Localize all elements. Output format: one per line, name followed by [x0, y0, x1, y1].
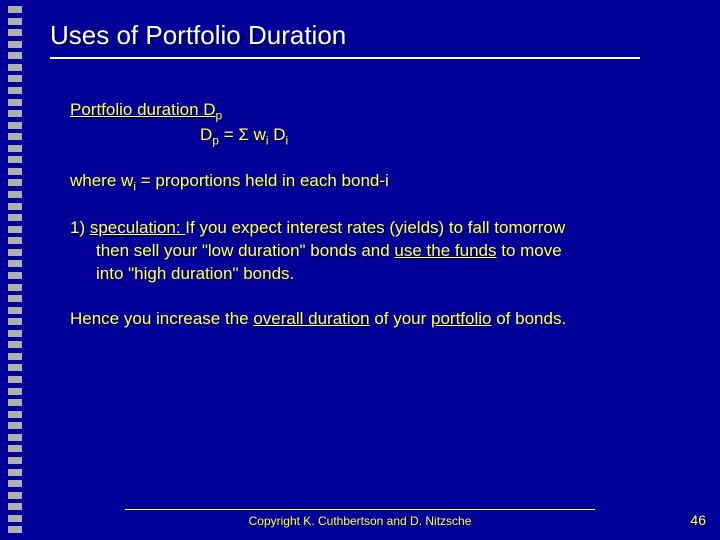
speculation-point: 1) speculation: If you expect interest r… [70, 217, 680, 240]
tick-mark [8, 341, 22, 348]
tick-mark [8, 388, 22, 395]
tick-mark [8, 284, 22, 291]
tick-mark [8, 376, 22, 383]
speculation-line3: into "high duration" bonds. [70, 263, 680, 286]
formula: Dp = Σ wi Di [70, 124, 680, 149]
tick-mark [8, 145, 22, 152]
tick-mark [8, 457, 22, 464]
tick-mark [8, 156, 22, 163]
tick-mark [8, 469, 22, 476]
tick-mark [8, 492, 22, 499]
slide-body: Uses of Portfolio Duration Portfolio dur… [50, 0, 710, 540]
tick-mark [8, 330, 22, 337]
tick-mark [8, 52, 22, 59]
tick-mark [8, 64, 22, 71]
slide-title: Uses of Portfolio Duration [50, 0, 640, 59]
tick-mark [8, 203, 22, 210]
tick-mark [8, 445, 22, 452]
tick-mark [8, 318, 22, 325]
hence-line: Hence you increase the overall duration … [70, 308, 680, 331]
tick-mark [8, 99, 22, 106]
tick-mark [8, 353, 22, 360]
tick-mark [8, 168, 22, 175]
tick-mark [8, 110, 22, 117]
tick-mark [8, 191, 22, 198]
tick-mark [8, 133, 22, 140]
slide-content: Portfolio duration Dp Dp = Σ wi Di where… [50, 59, 710, 330]
tick-mark [8, 295, 22, 302]
tick-mark [8, 307, 22, 314]
tick-mark [8, 434, 22, 441]
tick-mark [8, 122, 22, 129]
tick-mark [8, 237, 22, 244]
tick-mark [8, 29, 22, 36]
left-tick-strip [0, 0, 28, 540]
tick-mark [8, 272, 22, 279]
portfolio-duration-heading: Portfolio duration Dp [70, 99, 680, 124]
tick-mark [8, 41, 22, 48]
tick-mark [8, 226, 22, 233]
copyright-footer: Copyright K. Cuthbertson and D. Nitzsche [0, 509, 720, 528]
tick-mark [8, 179, 22, 186]
tick-mark [8, 399, 22, 406]
tick-mark [8, 18, 22, 25]
page-number: 46 [690, 512, 706, 528]
tick-mark [8, 87, 22, 94]
tick-mark [8, 411, 22, 418]
where-line: where wi = proportions held in each bond… [70, 170, 680, 195]
tick-mark [8, 214, 22, 221]
tick-mark [8, 6, 22, 13]
tick-mark [8, 364, 22, 371]
tick-mark [8, 260, 22, 267]
tick-mark [8, 422, 22, 429]
tick-mark [8, 249, 22, 256]
tick-mark [8, 480, 22, 487]
tick-mark [8, 75, 22, 82]
speculation-line2: then sell your "low duration" bonds and … [70, 240, 680, 263]
